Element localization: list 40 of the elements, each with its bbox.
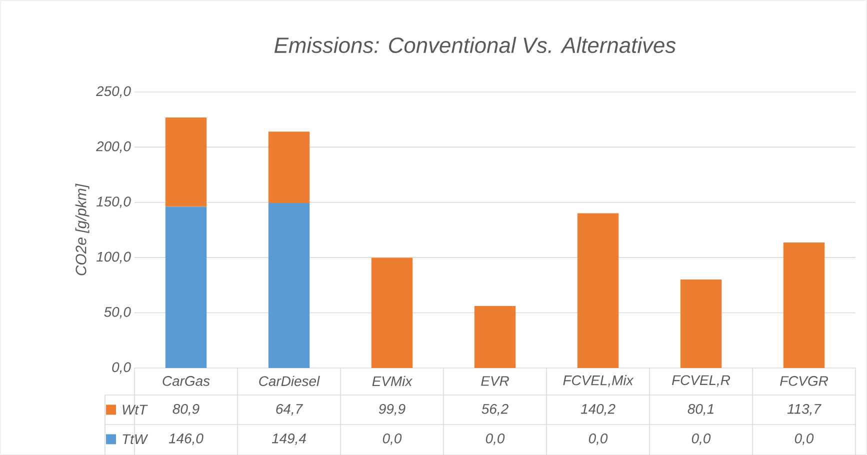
- legend-label: WtT: [122, 404, 148, 415]
- bar: [165, 117, 207, 207]
- data-label: 0,0: [794, 433, 814, 445]
- chart-title: Emissions: Conventional Vs. Alternatives: [274, 36, 676, 54]
- data-label: 0,0: [692, 433, 711, 445]
- y-tick-label: 100,0: [96, 252, 131, 264]
- data-label: 64,7: [276, 404, 304, 416]
- y-tick-label: 250,0: [96, 86, 131, 98]
- bar: [371, 258, 413, 368]
- y-axis-title: CO2e [g/pkm]: [75, 184, 90, 276]
- data-label: 140,2: [580, 404, 616, 416]
- x-tick-label: CarGas: [162, 376, 210, 386]
- bar: [577, 213, 619, 368]
- bar: [680, 280, 722, 368]
- bar: [474, 306, 516, 368]
- x-tick-label: EVMix: [372, 376, 413, 386]
- x-tick-label: FCVEL,R: [672, 375, 730, 387]
- x-tick-label: EVR: [481, 376, 509, 386]
- y-tick-label: 0,0: [112, 362, 131, 374]
- data-label: 113,7: [787, 404, 822, 416]
- x-tick-label: FCVGR: [780, 376, 828, 386]
- y-tick-label: 50,0: [104, 307, 131, 319]
- x-tick-label: FCVEL,Mix: [563, 375, 634, 387]
- data-label: 99,9: [378, 404, 406, 416]
- data-label: 0,0: [588, 433, 608, 445]
- bar: [268, 203, 310, 368]
- data-label: 0,0: [486, 433, 505, 445]
- bar: [268, 132, 310, 204]
- legend-label: TtW: [122, 434, 148, 444]
- data-label: 80,1: [688, 404, 714, 416]
- data-label: 146,0: [168, 433, 204, 445]
- y-tick-label: 200,0: [96, 141, 131, 153]
- bar: [165, 206, 207, 368]
- x-tick-label: CarDiesel: [259, 376, 320, 386]
- data-label: 149,4: [272, 433, 306, 445]
- y-tick-label: 150,0: [96, 196, 131, 208]
- data-label: 0,0: [382, 433, 402, 445]
- data-label: 80,9: [172, 404, 200, 416]
- bar: [783, 242, 825, 368]
- data-label: 56,2: [482, 404, 508, 416]
